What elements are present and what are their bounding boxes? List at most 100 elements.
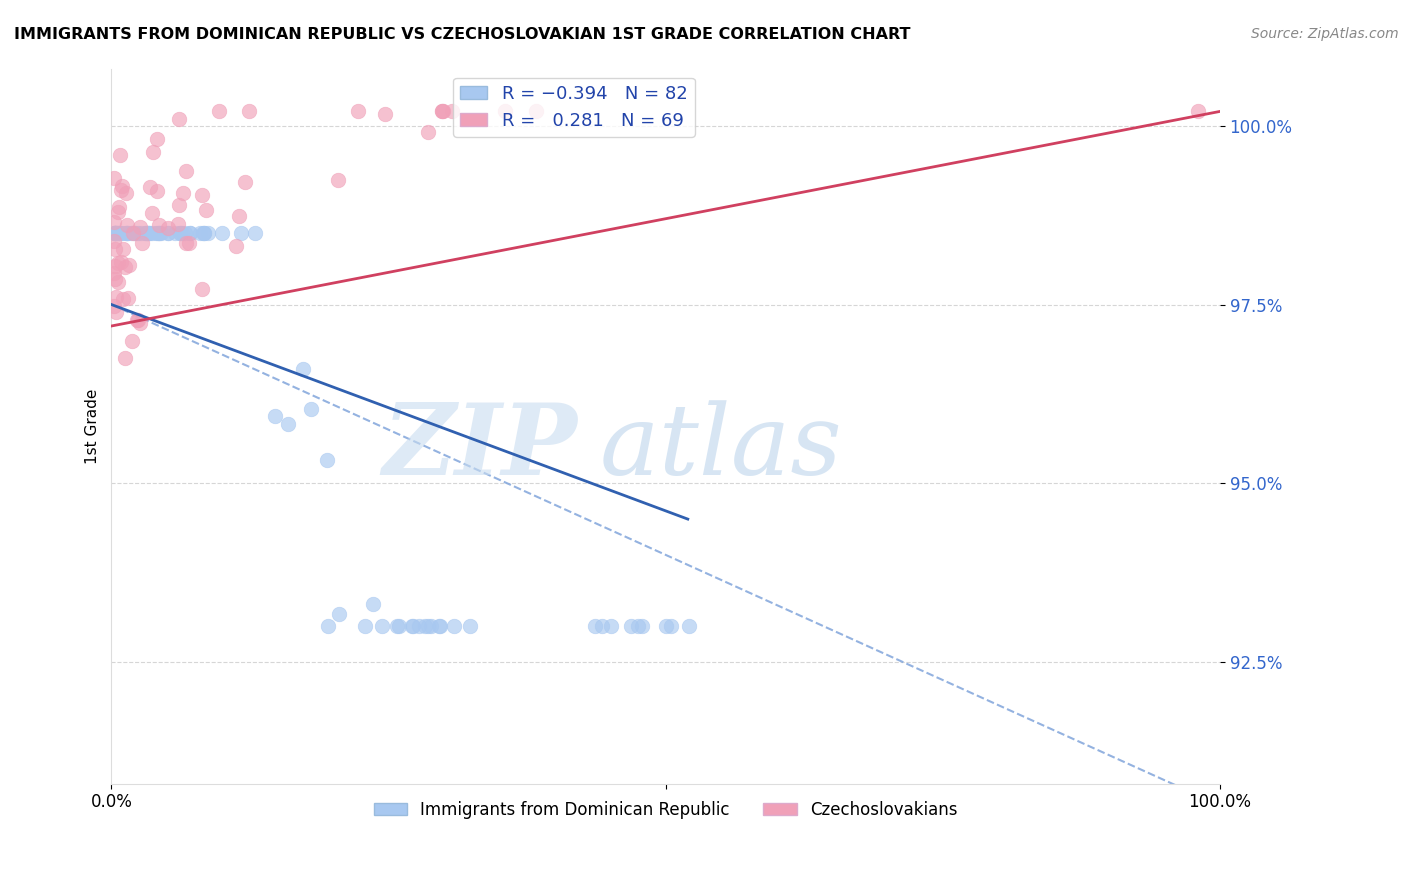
Point [129,226,152,240]
Point [141,226,163,240]
Point [103,266,125,280]
Point [427,619,450,633]
Point [211,226,233,240]
Point [599,619,621,633]
Point [188,226,211,240]
Point [361,598,384,612]
Point [114,351,136,365]
Point [111,292,134,306]
Point [104,226,127,240]
Point [128,316,150,330]
Point [127,226,149,240]
Point [346,104,368,119]
Point [111,178,134,193]
Point [110,226,132,240]
Point [131,235,153,250]
Point [326,172,349,186]
Point [194,202,217,217]
Point [138,226,160,240]
Point [124,226,146,240]
Point [134,226,156,240]
Point [115,226,138,240]
Point [191,282,214,296]
Point [163,226,186,240]
Point [103,299,125,313]
Point [299,402,322,417]
Point [1187,104,1209,119]
Point [418,619,440,633]
Point [110,254,132,268]
Point [418,125,440,139]
Point [208,104,231,119]
Point [193,226,215,240]
Point [228,209,250,223]
Point [524,104,547,119]
Point [620,619,643,633]
Point [121,334,143,349]
Point [388,619,411,633]
Point [174,164,197,178]
Point [430,104,453,119]
Point [156,226,179,240]
Point [103,234,125,248]
Point [122,226,145,240]
Point [104,272,127,286]
Point [115,186,138,201]
Point [277,417,299,431]
Point [148,226,170,240]
Point [105,226,128,240]
Point [107,226,129,240]
Point [401,619,423,633]
Point [225,239,247,253]
Point [105,290,128,304]
Point [413,619,436,633]
Legend: Immigrants from Dominican Republic, Czechoslovakians: Immigrants from Dominican Republic, Czec… [367,794,965,825]
Point [197,226,219,240]
Point [138,180,160,194]
Point [371,619,394,633]
Point [120,226,142,240]
Point [104,259,127,273]
Point [142,145,165,159]
Point [115,226,138,240]
Point [127,313,149,327]
Point [104,305,127,319]
Point [114,260,136,275]
Point [169,226,191,240]
Point [128,219,150,234]
Point [110,183,132,197]
Point [374,107,396,121]
Point [115,226,138,240]
Text: Source: ZipAtlas.com: Source: ZipAtlas.com [1251,27,1399,41]
Point [458,619,481,633]
Point [264,409,287,423]
Point [145,226,167,240]
Text: ZIP: ZIP [382,400,576,496]
Point [191,226,214,240]
Point [107,256,129,270]
Point [104,226,127,240]
Point [148,218,170,232]
Point [174,226,197,240]
Point [354,619,377,633]
Point [292,362,315,376]
Point [402,619,425,633]
Point [316,453,339,467]
Point [179,235,201,250]
Point [169,226,191,240]
Point [193,226,215,240]
Point [678,619,700,633]
Point [591,619,613,633]
Point [104,226,127,240]
Text: atlas: atlas [599,400,842,495]
Point [179,226,201,240]
Point [135,226,157,240]
Point [172,186,194,200]
Point [316,619,339,633]
Y-axis label: 1st Grade: 1st Grade [86,388,100,464]
Point [107,204,129,219]
Point [110,147,132,161]
Point [328,607,350,621]
Point [125,312,148,326]
Point [103,171,125,186]
